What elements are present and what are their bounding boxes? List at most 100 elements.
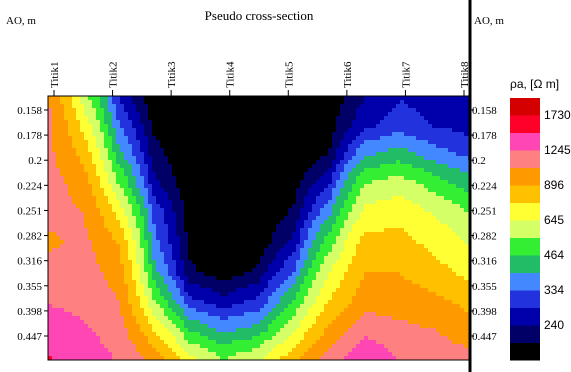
contour-cell xyxy=(188,248,193,253)
contour-cell xyxy=(460,148,465,153)
contour-cell xyxy=(116,204,121,209)
contour-cell xyxy=(204,104,209,109)
contour-cell xyxy=(264,264,269,269)
contour-cell xyxy=(280,124,285,129)
contour-cell xyxy=(336,96,341,101)
contour-cell xyxy=(404,256,409,261)
contour-cell xyxy=(172,216,177,221)
contour-cell xyxy=(168,232,173,237)
contour-cell xyxy=(416,168,421,173)
contour-cell xyxy=(312,156,317,161)
contour-cell xyxy=(240,160,245,165)
contour-cell xyxy=(280,248,285,253)
contour-cell xyxy=(436,236,441,241)
contour-cell xyxy=(136,112,141,117)
contour-cell xyxy=(352,128,357,133)
contour-cell xyxy=(296,268,301,273)
contour-cell xyxy=(456,108,461,113)
contour-cell xyxy=(344,196,349,201)
contour-cell xyxy=(96,216,101,221)
contour-cell xyxy=(336,224,341,229)
contour-cell xyxy=(48,176,53,181)
contour-cell xyxy=(216,196,221,201)
contour-cell xyxy=(244,164,249,169)
contour-cell xyxy=(432,196,437,201)
contour-cell xyxy=(256,196,261,201)
contour-cell xyxy=(128,188,133,193)
contour-cell xyxy=(428,248,433,253)
contour-cell xyxy=(248,152,253,157)
contour-cell xyxy=(216,140,221,145)
contour-cell xyxy=(124,192,129,197)
contour-cell xyxy=(148,164,153,169)
contour-cell xyxy=(144,240,149,245)
contour-cell xyxy=(372,252,377,257)
contour-cell xyxy=(60,204,65,209)
contour-cell xyxy=(276,164,281,169)
contour-cell xyxy=(200,216,205,221)
contour-cell xyxy=(308,256,313,261)
contour-cell xyxy=(308,196,313,201)
contour-cell xyxy=(448,244,453,249)
contour-cell xyxy=(156,220,161,225)
contour-cell xyxy=(396,212,401,217)
contour-cell xyxy=(228,236,233,241)
contour-cell xyxy=(148,168,153,173)
contour-cell xyxy=(256,244,261,249)
contour-cell xyxy=(320,120,325,125)
contour-cell xyxy=(88,116,93,121)
contour-cell xyxy=(176,152,181,157)
contour-cell xyxy=(340,236,345,241)
contour-cell xyxy=(408,140,413,145)
contour-cell xyxy=(380,128,385,133)
contour-cell xyxy=(52,248,57,253)
contour-cell xyxy=(428,188,433,193)
contour-cell xyxy=(384,184,389,189)
contour-cell xyxy=(72,152,77,157)
contour-cell xyxy=(284,248,289,253)
contour-cell xyxy=(328,180,333,185)
contour-cell xyxy=(328,232,333,237)
contour-cell xyxy=(224,136,229,141)
contour-cell xyxy=(64,184,69,189)
contour-cell xyxy=(48,172,53,177)
contour-cell xyxy=(252,272,257,277)
contour-cell xyxy=(184,256,189,261)
contour-cell xyxy=(400,132,405,137)
contour-cell xyxy=(452,268,457,273)
contour-cell xyxy=(328,208,333,213)
contour-cell xyxy=(336,100,341,105)
contour-cell xyxy=(140,108,145,113)
contour-cell xyxy=(104,148,109,153)
contour-cell xyxy=(332,216,337,221)
contour-cell xyxy=(380,124,385,129)
contour-cell xyxy=(84,112,89,117)
contour-cell xyxy=(384,236,389,241)
contour-cell xyxy=(100,168,105,173)
contour-cell xyxy=(140,112,145,117)
contour-cell xyxy=(292,280,297,285)
contour-cell xyxy=(348,156,353,161)
contour-cell xyxy=(164,244,169,249)
contour-cell xyxy=(464,240,469,245)
contour-cell xyxy=(228,144,233,149)
contour-cell xyxy=(356,280,361,285)
contour-cell xyxy=(256,272,261,277)
contour-cell xyxy=(92,112,97,117)
contour-cell xyxy=(308,148,313,153)
contour-cell xyxy=(128,208,133,213)
contour-cell xyxy=(400,140,405,145)
contour-cell xyxy=(264,112,269,117)
contour-cell xyxy=(52,96,57,101)
contour-cell xyxy=(108,244,113,249)
contour-cell xyxy=(152,188,157,193)
contour-cell xyxy=(156,256,161,261)
contour-cell xyxy=(312,176,317,181)
contour-cell xyxy=(412,136,417,141)
contour-cell xyxy=(284,136,289,141)
contour-cell xyxy=(264,192,269,197)
contour-cell xyxy=(52,240,57,245)
contour-cell xyxy=(112,224,117,229)
contour-cell xyxy=(88,156,93,161)
contour-cell xyxy=(60,256,65,261)
